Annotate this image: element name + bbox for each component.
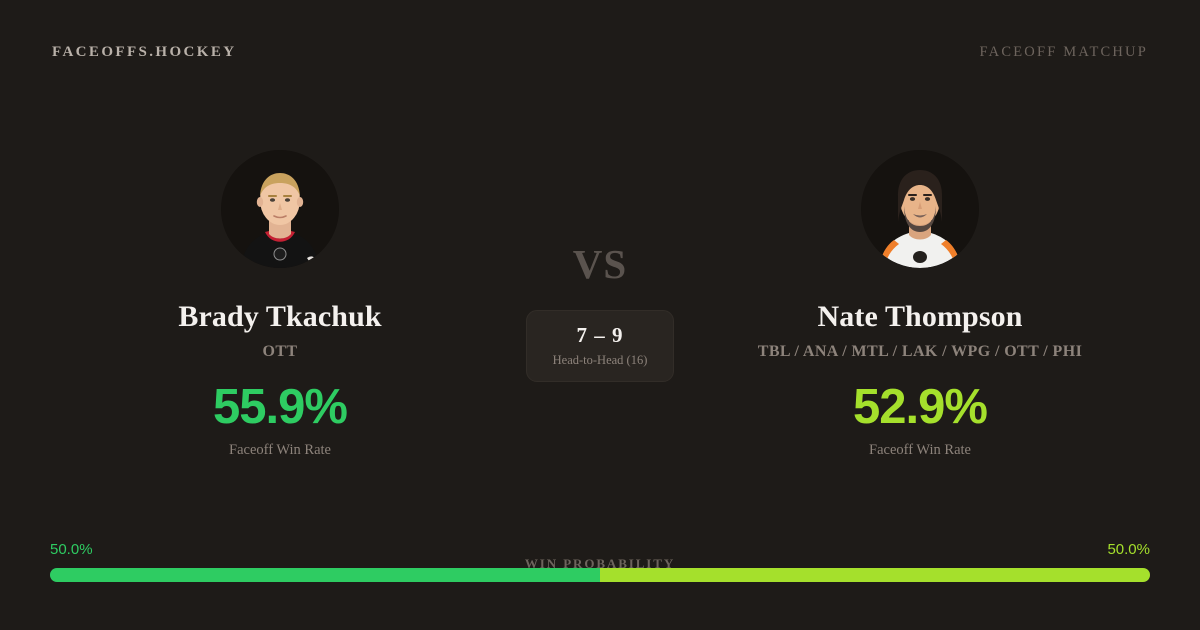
head-to-head-badge: 7 – 9 Head-to-Head (16) bbox=[525, 310, 675, 382]
win-probability-values: 50.0% WIN PROBABILITY 50.0% bbox=[50, 541, 1150, 571]
versus-block: VS 7 – 9 Head-to-Head (16) bbox=[505, 150, 695, 382]
page-kicker: FACEOFF MATCHUP bbox=[979, 43, 1148, 60]
win-probability-bar bbox=[50, 568, 1150, 582]
head-to-head-score: 7 – 9 bbox=[576, 323, 624, 347]
left-win-probability-value: 50.0% bbox=[50, 541, 93, 558]
right-win-probability-value: 50.0% bbox=[1107, 541, 1150, 558]
left-player-win-rate: 55.9% bbox=[213, 380, 348, 434]
right-player-teams: TBL / ANA / MTL / LAK / WPG / OTT / PHI bbox=[757, 343, 1083, 360]
win-probability-title: WIN PROBABILITY bbox=[524, 556, 676, 571]
matchup-section: Brady Tkachuk OTT 55.9% Faceoff Win Rate… bbox=[0, 150, 1200, 459]
versus-label: VS bbox=[572, 241, 628, 287]
left-player-name: Brady Tkachuk bbox=[178, 300, 382, 333]
brady-tkachuk-headshot-icon bbox=[221, 150, 339, 268]
right-player-avatar bbox=[861, 150, 979, 268]
right-player-panel[interactable]: Nate Thompson TBL / ANA / MTL / LAK / WP… bbox=[695, 150, 1145, 459]
left-player-win-rate-label: Faceoff Win Rate bbox=[229, 442, 331, 458]
win-probability-section: 50.0% WIN PROBABILITY 50.0% bbox=[50, 541, 1150, 582]
win-probability-bar-right bbox=[600, 568, 1150, 582]
right-player-win-rate: 52.9% bbox=[853, 380, 988, 434]
header: FACEOFFS.HOCKEY FACEOFF MATCHUP bbox=[0, 0, 1200, 104]
win-probability-bar-left bbox=[50, 568, 600, 582]
left-player-panel[interactable]: Brady Tkachuk OTT 55.9% Faceoff Win Rate bbox=[55, 150, 505, 459]
right-player-name: Nate Thompson bbox=[817, 300, 1023, 333]
head-to-head-label: Head-to-Head (16) bbox=[552, 353, 648, 367]
nate-thompson-headshot-icon bbox=[861, 150, 979, 268]
site-brand[interactable]: FACEOFFS.HOCKEY bbox=[52, 43, 237, 60]
right-player-win-rate-label: Faceoff Win Rate bbox=[869, 442, 971, 458]
left-player-avatar bbox=[221, 150, 339, 268]
left-player-teams: OTT bbox=[262, 343, 298, 360]
